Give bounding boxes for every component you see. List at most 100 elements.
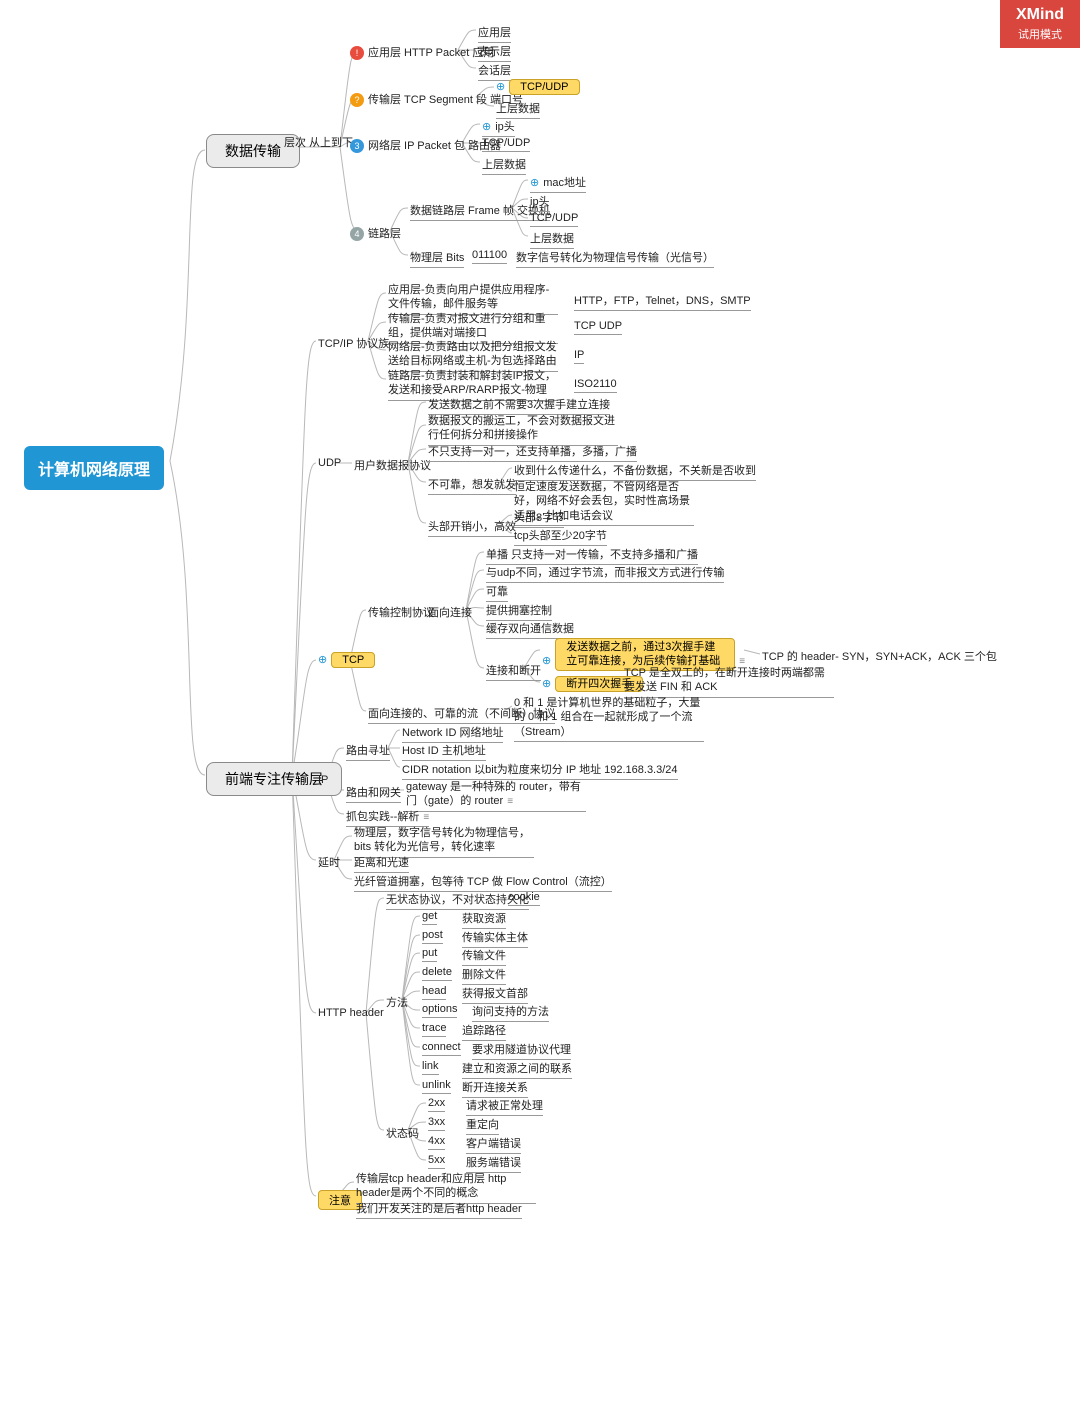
http-stateless-b: cookie xyxy=(508,891,540,906)
brand-text: XMind xyxy=(1016,6,1064,24)
note-0: 传输层tcp header和应用层 http header是两个不同的概念 xyxy=(356,1172,536,1204)
s2a: 4xx xyxy=(428,1135,445,1150)
link-icon-fin: ⊕ xyxy=(542,678,551,690)
udp-head-1: tcp头部至少20字节 xyxy=(514,527,607,546)
tcpip-label[interactable]: TCP/IP 协议族 xyxy=(318,335,389,351)
m3b: 删除文件 xyxy=(462,966,506,985)
tcp-i4: 缓存双向通信数据 xyxy=(486,620,574,639)
tcp-ctrl: 传输控制协议 xyxy=(368,604,434,620)
chip-tcpudp-text: TCP/UDP xyxy=(509,79,579,95)
watermark: XMind 试用模式 xyxy=(1000,0,1080,48)
layer1[interactable]: ! 应用层 HTTP Packet 应用 xyxy=(350,44,494,60)
l1-c1: 表示层 xyxy=(478,43,511,62)
tcpip-r2a: 网络层-负责路由以及把分组报文发送给目标网络或主机-为包选择路由 xyxy=(388,340,558,372)
s2b: 客户端错误 xyxy=(466,1135,521,1154)
tcp-stream-b: 0 和 1 是计算机世界的基础粒子，大量的 0 和 1 组合在一起就形成了一个流… xyxy=(514,696,704,742)
layer4[interactable]: 4 链路层 xyxy=(350,225,401,241)
m3a: delete xyxy=(422,966,452,981)
l4link-c3: 上层数据 xyxy=(530,230,574,249)
l3-c1: TCP/UDP xyxy=(482,137,530,152)
tcp-est-note: TCP 的 header- SYN，SYN+ACK，ACK 三个包 xyxy=(762,648,997,664)
ip-addr: 路由寻址 xyxy=(346,742,390,761)
s1b: 重定向 xyxy=(466,1116,499,1135)
l3-c0: ⊕ip头 xyxy=(482,118,515,137)
udp-sub: 用户数据报协议 xyxy=(354,457,431,473)
tcpip-r0b: HTTP，FTP，Telnet，DNS，SMTP xyxy=(574,292,751,311)
ip-addr-2: CIDR notation 以bit为粒度来切分 IP 地址 192.168.3… xyxy=(402,761,678,780)
m2a: put xyxy=(422,947,437,962)
l4link-c1: ip头 xyxy=(530,193,550,212)
l1-c0: 应用层 xyxy=(478,24,511,43)
m1b: 传输实体主体 xyxy=(462,929,528,948)
mode-text: 试用模式 xyxy=(1018,26,1062,42)
m9b: 断开连接关系 xyxy=(462,1079,528,1098)
notes-icon-2: ≡ xyxy=(507,796,513,807)
tcp-i0: 单播 只支持一对一传输，不支持多播和广播 xyxy=(486,546,698,565)
udp-i0: 发送数据之前不需要3次握手建立连接 xyxy=(428,396,610,415)
ip-gw-c: gateway 是一种特殊的 router，带有门（gate）的 router≡ xyxy=(406,780,586,812)
tcpip-r1b: TCP UDP xyxy=(574,320,622,335)
tcpip-r3b: ISO2110 xyxy=(574,378,617,393)
layer1-label: 应用层 HTTP Packet 应用 xyxy=(368,47,494,59)
ip-addr-1: Host ID 主机地址 xyxy=(402,742,486,761)
m5a: options xyxy=(422,1003,457,1018)
badge-3-icon: 3 xyxy=(350,139,364,153)
root-node[interactable]: 计算机网络原理 xyxy=(24,446,164,490)
tcp-i2: 可靠 xyxy=(486,583,508,602)
link-icon-2: ⊕ xyxy=(482,121,491,133)
tcp-chip[interactable]: ⊕TCP xyxy=(318,653,375,666)
notes-icon-3: ≡ xyxy=(423,812,429,823)
layer3[interactable]: 3网络层 IP Packet 包 路由器 xyxy=(350,137,501,153)
udp-head: 头部开销小，高效 xyxy=(428,518,516,537)
m0a: get xyxy=(422,910,437,925)
ip-label[interactable]: IP xyxy=(318,774,328,786)
delay-1: 距离和光速 xyxy=(354,854,409,873)
tcpip-r1a: 传输层-负责对报文进行分组和重组，提供端对端接口 xyxy=(388,312,558,344)
udp-i2: 不只支持一对一，还支持单播，多播，广播 xyxy=(428,443,637,462)
tcp-cb: 连接和断开 xyxy=(486,662,541,681)
chip-tcpudp[interactable]: ⊕ TCP/UDP xyxy=(496,80,580,93)
link-icon-est: ⊕ xyxy=(542,655,551,667)
udp-unrel: 不可靠，想发就发 xyxy=(428,476,516,495)
http-label[interactable]: HTTP header xyxy=(318,1007,384,1019)
delay-2: 光纤管道拥塞，包等待 TCP 做 Flow Control（流控） xyxy=(354,873,612,892)
layer4-label: 链路层 xyxy=(368,228,401,240)
udp-label[interactable]: UDP xyxy=(318,457,341,469)
s1a: 3xx xyxy=(428,1116,445,1131)
ip-cap: 抓包实践--解析≡ xyxy=(346,808,429,827)
link-icon-3: ⊕ xyxy=(530,177,539,189)
l4link-c2: TCP/UDP xyxy=(530,212,578,227)
layer4-phydesc: 数字信号转化为物理信号传输（光信号） xyxy=(516,249,714,268)
l4link-c0: ⊕mac地址 xyxy=(530,174,586,193)
delay-label[interactable]: 延时 xyxy=(318,854,340,870)
tcpip-r0a: 应用层-负责向用户提供应用程序-文件传输，邮件服务等 xyxy=(388,283,558,315)
udp-unrel-0: 收到什么传递什么，不备份数据，不关新是否收到 xyxy=(514,462,756,481)
m1a: post xyxy=(422,929,443,944)
link-icon: ⊕ xyxy=(496,81,505,93)
layer4-bits: 011100 xyxy=(472,249,507,264)
tcp-conn: 面向连接 xyxy=(428,604,472,620)
m2b: 传输文件 xyxy=(462,947,506,966)
label-layers: 层次 从上到下 xyxy=(284,134,353,150)
badge-4-icon: 4 xyxy=(350,227,364,241)
m6b: 追踪路径 xyxy=(462,1022,506,1041)
tcp-fin-note: TCP 是全双工的，在断开连接时两端都需要发送 FIN 和 ACK xyxy=(624,666,834,698)
udp-i1: 数据报文的搬运工，不会对数据报文进行任何拆分和拼接操作 xyxy=(428,414,618,446)
l2-c1: 上层数据 xyxy=(496,100,540,119)
tcpip-r2b: IP xyxy=(574,349,584,364)
m9a: unlink xyxy=(422,1079,451,1094)
badge-2-icon: ? xyxy=(350,93,364,107)
m5b: 询问支持的方法 xyxy=(472,1003,549,1022)
tcp-chip-text: TCP xyxy=(331,652,375,668)
l3-c2: 上层数据 xyxy=(482,156,526,175)
m6a: trace xyxy=(422,1022,446,1037)
layer4-link: 数据链路层 Frame 帧 交换机 xyxy=(410,202,550,221)
badge-1-icon: ! xyxy=(350,46,364,60)
tcp-i1: 与udp不同，通过字节流，而非报文方式进行传输 xyxy=(486,564,724,583)
ip-addr-0: Network ID 网络地址 xyxy=(402,724,503,743)
s0a: 2xx xyxy=(428,1097,445,1112)
l1-c2: 会话层 xyxy=(478,62,511,81)
http-status: 状态码 xyxy=(386,1125,419,1141)
tcp-i3: 提供拥塞控制 xyxy=(486,602,552,621)
m7a: connect xyxy=(422,1041,461,1056)
